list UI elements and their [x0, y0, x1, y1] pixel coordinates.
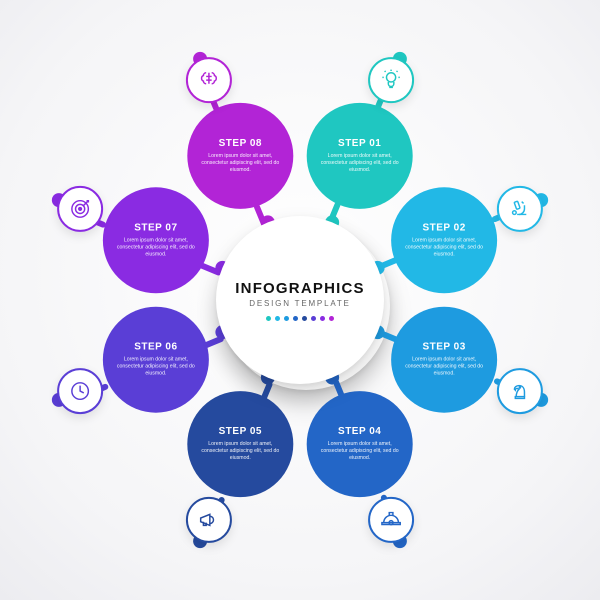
step-node: STEP 08 Lorem ipsum dolor sit amet, conse…: [187, 103, 293, 209]
step-title: STEP 01: [338, 138, 381, 149]
step-title: STEP 06: [134, 342, 177, 353]
step-node: STEP 05 Lorem ipsum dolor sit amet, conse…: [187, 391, 293, 497]
step-title: STEP 03: [422, 342, 465, 353]
hub-dot: [311, 316, 316, 321]
hub-subtitle: DESIGN TEMPLATE: [249, 299, 350, 308]
step-body: Lorem ipsum dolor sit amet, consectetur …: [197, 441, 283, 462]
step-node: STEP 06 Lorem ipsum dolor sit amet, conse…: [103, 307, 209, 413]
hub-dots: [266, 316, 334, 321]
icon-badge: [57, 186, 103, 232]
step-body: Lorem ipsum dolor sit amet, consectetur …: [317, 153, 403, 174]
icon-badge: [57, 368, 103, 414]
icon-badge: [186, 57, 232, 103]
icon-badge: [368, 497, 414, 543]
megaphone-icon: [198, 509, 220, 531]
step-node: STEP 02 Lorem ipsum dolor sit amet, conse…: [391, 187, 497, 293]
hub-dot: [320, 316, 325, 321]
infographic-canvas: STEP 01 Lorem ipsum dolor sit amet, conse…: [0, 0, 600, 600]
step-body: Lorem ipsum dolor sit amet, consectetur …: [317, 441, 403, 462]
icon-badge: [497, 186, 543, 232]
target-icon: [69, 198, 91, 220]
step-body: Lorem ipsum dolor sit amet, consectetur …: [401, 237, 487, 258]
hub-dot: [293, 316, 298, 321]
step-title: STEP 08: [219, 138, 262, 149]
brain-icon: [198, 69, 220, 91]
step-body: Lorem ipsum dolor sit amet, consectetur …: [401, 357, 487, 378]
hardhat-icon: [380, 509, 402, 531]
hub-dot: [302, 316, 307, 321]
icon-badge: [368, 57, 414, 103]
step-title: STEP 04: [338, 426, 381, 437]
step-title: STEP 02: [422, 222, 465, 233]
hub-dot: [284, 316, 289, 321]
step-body: Lorem ipsum dolor sit amet, consectetur …: [197, 153, 283, 174]
icon-badge: [186, 497, 232, 543]
hub-dot: [275, 316, 280, 321]
step-node: STEP 04 Lorem ipsum dolor sit amet, conse…: [307, 391, 413, 497]
step-body: Lorem ipsum dolor sit amet, consectetur …: [113, 357, 199, 378]
hub-title: INFOGRAPHICS: [235, 280, 364, 297]
step-body: Lorem ipsum dolor sit amet, consectetur …: [113, 237, 199, 258]
step-node: STEP 01 Lorem ipsum dolor sit amet, conse…: [307, 103, 413, 209]
central-hub: INFOGRAPHICS DESIGN TEMPLATE: [216, 216, 384, 384]
step-node: STEP 03 Lorem ipsum dolor sit amet, conse…: [391, 307, 497, 413]
hub-dot: [266, 316, 271, 321]
clock-icon: [69, 380, 91, 402]
chess-knight-icon: [509, 380, 531, 402]
step-node: STEP 07 Lorem ipsum dolor sit amet, conse…: [103, 187, 209, 293]
step-title: STEP 07: [134, 222, 177, 233]
icon-badge: [497, 368, 543, 414]
hub-dot: [329, 316, 334, 321]
step-title: STEP 05: [219, 426, 262, 437]
microscope-icon: [509, 198, 531, 220]
lightbulb-icon: [380, 69, 402, 91]
